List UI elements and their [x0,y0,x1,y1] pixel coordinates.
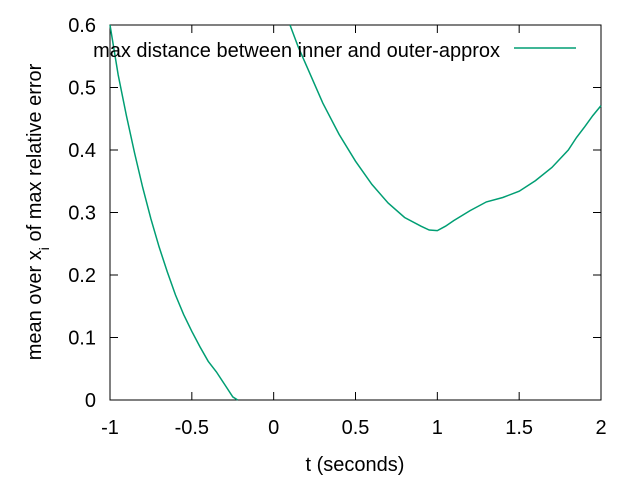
x-tick-label: -0.5 [175,417,209,439]
y-tick-label: 0.1 [68,328,96,350]
y-tick-label: 0.5 [68,78,96,100]
y-axis-label: mean over xi of max relative error [24,63,52,360]
y-axis-label-main: mean over x [24,250,46,360]
plot-frame [109,24,602,401]
y-axis-label-subscript: i [36,247,52,250]
x-tick-label: 2 [595,417,606,439]
y-tick-label: 0.4 [68,140,96,162]
y-tick-labels: 0 0.1 0.2 0.3 0.4 0.5 0.6 [68,15,96,412]
x-axis-label: t (seconds) [306,454,405,476]
y-tick-label: 0 [85,390,96,412]
x-tick-label: 0.5 [342,417,370,439]
y-tick-label: 0.3 [68,203,96,225]
legend: max distance between inner and outer-app… [93,40,576,62]
x-tick-label: -1 [101,417,119,439]
axis-ticks [109,24,602,401]
x-tick-label: 1.5 [505,417,533,439]
x-tick-labels: -1 -0.5 0 0.5 1 1.5 2 [101,417,606,439]
series-line-segment [109,24,239,401]
series-line-segment [289,24,602,232]
y-axis-label-rest: of max relative error [24,63,46,247]
legend-label: max distance between inner and outer-app… [93,40,500,62]
y-tick-label: 0.2 [68,265,96,287]
x-tick-label: 1 [432,417,443,439]
y-tick-label: 0.6 [68,15,96,37]
x-tick-label: 0 [268,417,279,439]
series-layer [109,24,602,401]
